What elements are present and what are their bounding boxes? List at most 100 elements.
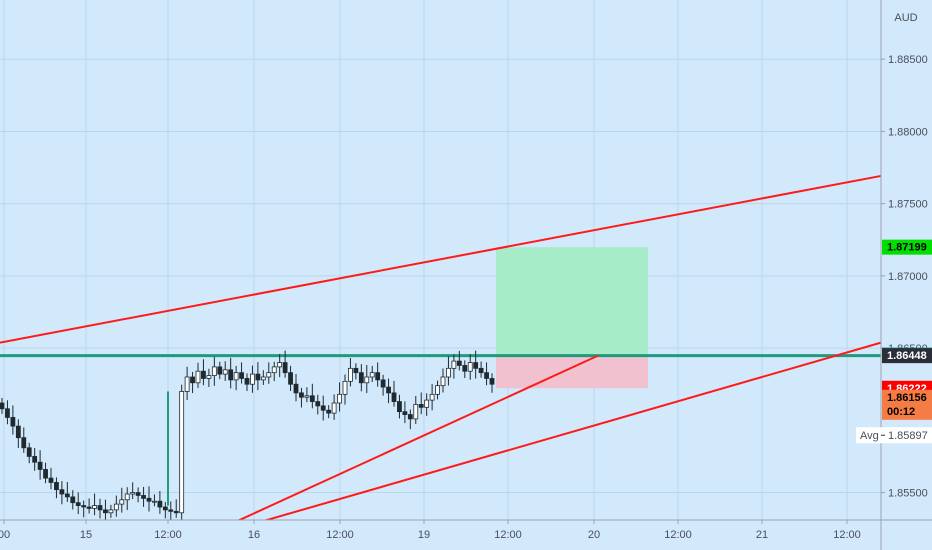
price-axis[interactable] xyxy=(881,0,932,550)
x-tick-label: 12:00 xyxy=(326,529,354,541)
trendline[interactable] xyxy=(254,341,882,525)
candle-body xyxy=(358,372,364,384)
candle-body xyxy=(135,492,141,496)
price-tags: 1.871991.864521.864481.862221.8615600:12… xyxy=(856,239,932,444)
candle-body xyxy=(179,391,185,514)
candle-body xyxy=(119,499,125,505)
price-tag-label: 1.86156 xyxy=(887,392,927,404)
x-tick-label: 12:00 xyxy=(154,529,182,541)
candle-body xyxy=(407,414,413,420)
candle-body xyxy=(484,372,489,379)
candle-body xyxy=(402,411,408,415)
candle-body xyxy=(456,360,462,366)
candle-body xyxy=(64,493,70,498)
candle-body xyxy=(244,378,250,385)
candle-body xyxy=(375,372,381,381)
price-tag-label: 1.87199 xyxy=(887,242,927,254)
candle-body xyxy=(331,402,337,414)
candle-body xyxy=(5,408,10,418)
candle-body xyxy=(97,505,103,511)
x-tick-label: 00 xyxy=(0,529,10,541)
candle-body xyxy=(37,461,43,470)
candle-body xyxy=(141,495,146,499)
candle-body xyxy=(250,373,255,385)
x-tick-label: 12:00 xyxy=(664,529,692,541)
trendline[interactable] xyxy=(0,174,882,344)
candle-body xyxy=(386,386,391,394)
candle-body xyxy=(217,366,223,375)
x-tick-label: 20 xyxy=(588,529,600,541)
candle-body xyxy=(152,500,157,503)
candle-body xyxy=(173,510,179,514)
candle-body xyxy=(266,372,272,378)
candle-body xyxy=(195,370,201,384)
candle-body xyxy=(233,372,239,381)
candle-body xyxy=(435,385,440,395)
price-tag xyxy=(882,348,932,364)
stop-zone[interactable] xyxy=(496,355,648,389)
x-tick-label: 16 xyxy=(248,529,260,541)
candle-body xyxy=(337,393,342,404)
candle-body xyxy=(157,500,163,508)
candle-body xyxy=(429,393,435,401)
candle-body xyxy=(309,395,315,402)
time-axis[interactable] xyxy=(0,520,932,550)
candle-body xyxy=(348,367,353,382)
candle-body xyxy=(211,366,217,376)
candle-body xyxy=(353,367,359,374)
candle-body xyxy=(222,369,228,375)
candle-body xyxy=(467,362,473,372)
candle-body xyxy=(326,409,332,414)
candle-body xyxy=(21,437,27,449)
x-tick-label: 12:00 xyxy=(833,529,861,541)
candle-body xyxy=(299,392,304,398)
price-tag xyxy=(882,389,932,420)
candle-body xyxy=(70,496,76,504)
candle-body xyxy=(413,404,419,420)
candle-body xyxy=(446,367,451,378)
candle-body xyxy=(424,399,430,408)
candle-body xyxy=(418,404,424,408)
trendline[interactable] xyxy=(231,354,599,525)
candle-body xyxy=(462,365,468,372)
x-tick-label: 12:00 xyxy=(494,529,522,541)
candle-body xyxy=(54,482,59,491)
candle-body xyxy=(315,401,321,407)
position-box[interactable] xyxy=(496,247,648,389)
avg-tag xyxy=(856,427,932,444)
x-tick-label: 19 xyxy=(418,529,430,541)
candle-body xyxy=(397,401,402,413)
candle-body xyxy=(451,360,457,369)
candle-body xyxy=(239,372,244,379)
candle-body xyxy=(92,505,97,509)
candle-body xyxy=(190,376,195,384)
currency-label: AUD xyxy=(894,12,917,24)
y-tick-label: 1.88000 xyxy=(888,126,928,138)
candle-body xyxy=(26,447,32,457)
trendlines[interactable] xyxy=(0,174,882,525)
candle-body xyxy=(260,376,266,381)
candle-body xyxy=(473,362,479,369)
candle-body xyxy=(124,493,130,501)
y-tick-label: 1.85500 xyxy=(888,488,928,500)
candle-body xyxy=(108,509,114,514)
countdown-label: 00:12 xyxy=(887,406,915,418)
candle-body xyxy=(0,402,5,410)
candle-body xyxy=(364,376,370,384)
avg-label: Avg xyxy=(860,430,879,442)
candle-body xyxy=(86,506,92,509)
target-zone[interactable] xyxy=(496,247,648,356)
candle-body xyxy=(380,379,386,388)
candle-body xyxy=(271,366,277,374)
candle-body xyxy=(277,362,283,368)
candle-body xyxy=(391,392,397,402)
candle-body xyxy=(201,370,206,379)
candle-body xyxy=(168,509,174,512)
candle-body xyxy=(48,477,54,483)
candle-body xyxy=(146,497,152,502)
y-tick-label: 1.88500 xyxy=(888,54,928,66)
x-tick-labels: 00 15 12:00 16 12:00 19 12:00 20 12:00 21 12:00 xyxy=(0,520,861,541)
y-tick-label: 1.87500 xyxy=(888,199,928,211)
x-tick-label: 21 xyxy=(756,529,768,541)
